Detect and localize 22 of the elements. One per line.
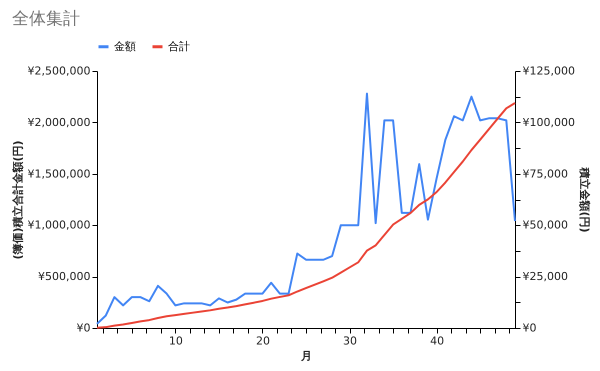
y2-tick-label: ¥0 (522, 322, 536, 334)
y-tick-label: ¥2,500,000 (28, 64, 90, 78)
legend-label: 合計 (168, 40, 190, 53)
y2-tick-label: ¥25,000 (522, 270, 568, 284)
x-axis-title: 月 (300, 350, 312, 362)
x-tick-label: 20 (256, 334, 270, 348)
y-tick-label: ¥2,000,000 (28, 116, 90, 129)
chart-title: 全体集計 (12, 9, 80, 29)
x-tick-label: 30 (343, 334, 358, 348)
y2-tick-label: ¥50,000 (522, 218, 568, 232)
y2-axis-title: 積立金額(円) (578, 166, 591, 233)
y2-tick-label: ¥75,000 (522, 167, 568, 180)
y-tick-label: ¥1,000,000 (28, 218, 90, 232)
y-axis-title: (簿価)積立合計金額(円) (12, 140, 25, 260)
y-tick-label: ¥1,500,000 (28, 167, 90, 180)
y2-tick-label: ¥125,000 (522, 64, 575, 78)
y2-tick-label: ¥100,000 (522, 116, 575, 129)
y-tick-label: ¥500,000 (38, 270, 90, 284)
legend-label: 金額 (114, 40, 136, 53)
x-tick-label: 40 (430, 334, 444, 348)
x-tick-label: 10 (168, 334, 183, 348)
y-tick-label: ¥0 (76, 322, 90, 334)
